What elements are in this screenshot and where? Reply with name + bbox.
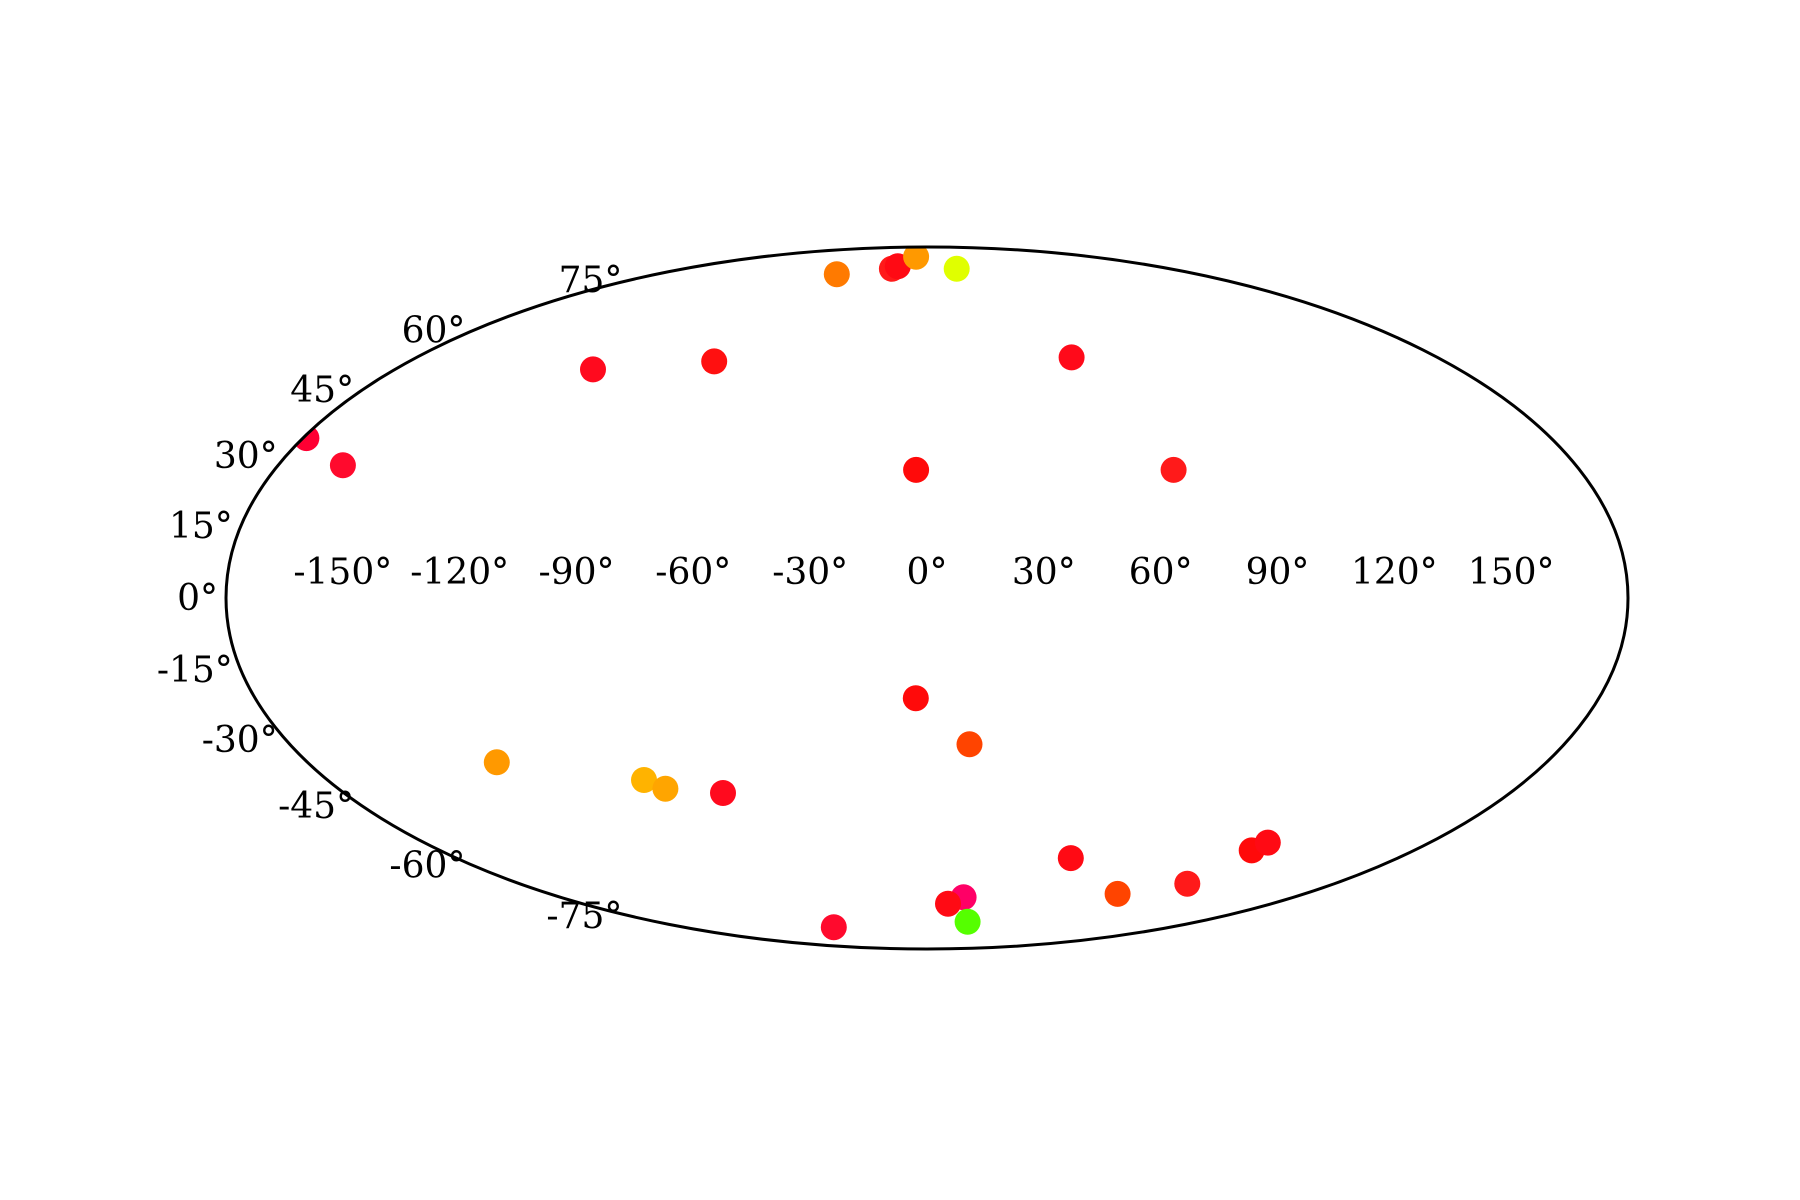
data-point-23 [1104, 880, 1131, 907]
data-point-13 [902, 685, 929, 712]
longitude-tick-label: 0° [907, 552, 948, 593]
data-point-18 [710, 780, 736, 806]
latitude-tick-label: 0° [177, 578, 218, 619]
data-point-19 [1057, 845, 1084, 872]
data-point-25 [935, 890, 961, 917]
map-boundary-ellipse [224, 245, 1630, 951]
data-point-21 [1254, 829, 1281, 856]
data-point-1 [293, 425, 320, 452]
latitude-tick-label: -30° [202, 720, 278, 761]
data-point-17 [652, 775, 679, 802]
data-point-2 [329, 452, 356, 479]
data-point-26 [954, 908, 981, 935]
longitude-tick-label: 150° [1468, 552, 1555, 593]
latitude-tick-label: -75° [546, 896, 622, 937]
latitude-tick-label: 45° [290, 370, 354, 411]
data-point-5 [823, 261, 850, 288]
data-points [293, 247, 1281, 941]
longitude-tick-label: 60° [1129, 552, 1193, 593]
data-point-12 [1160, 456, 1187, 483]
longitude-tick-label: -90° [539, 552, 615, 593]
data-point-3 [580, 356, 606, 383]
data-point-11 [903, 456, 930, 483]
longitude-tick-label: 90° [1246, 552, 1310, 593]
longitude-tick-labels: -150° -120° -90° -60° -30° 0° 30° 60° 90° 120° 150… [293, 552, 1554, 593]
latitude-tick-labels: 75° 60° 45° 30° 15° 0° -15° -30°-45° -60° -75° [157, 260, 623, 937]
data-point-16 [631, 767, 657, 793]
longitude-tick-label: 30° [1012, 552, 1076, 593]
data-point-10 [1058, 344, 1085, 371]
longitude-tick-label: -150° [293, 552, 392, 593]
data-point-14 [956, 731, 983, 758]
longitude-tick-label: -120° [410, 552, 509, 593]
latitude-tick-label: 15° [169, 506, 233, 547]
latitude-tick-label: 30° [214, 436, 278, 477]
data-point-4 [701, 348, 728, 375]
data-point-15 [483, 749, 510, 776]
latitude-tick-label: -45° [278, 786, 354, 827]
latitude-tick-label: -15° [157, 650, 233, 691]
longitude-tick-label: -30° [772, 552, 848, 593]
data-point-8 [903, 247, 930, 270]
latitude-tick-label: 75° [559, 260, 623, 301]
latitude-tick-label: -60° [389, 846, 465, 887]
latitude-tick-label: 60° [402, 310, 466, 351]
data-point-22 [1174, 870, 1201, 897]
longitude-tick-label: 120° [1351, 552, 1438, 593]
data-point-9 [943, 255, 970, 282]
longitude-tick-label: -60° [655, 552, 731, 593]
data-point-27 [820, 914, 847, 941]
